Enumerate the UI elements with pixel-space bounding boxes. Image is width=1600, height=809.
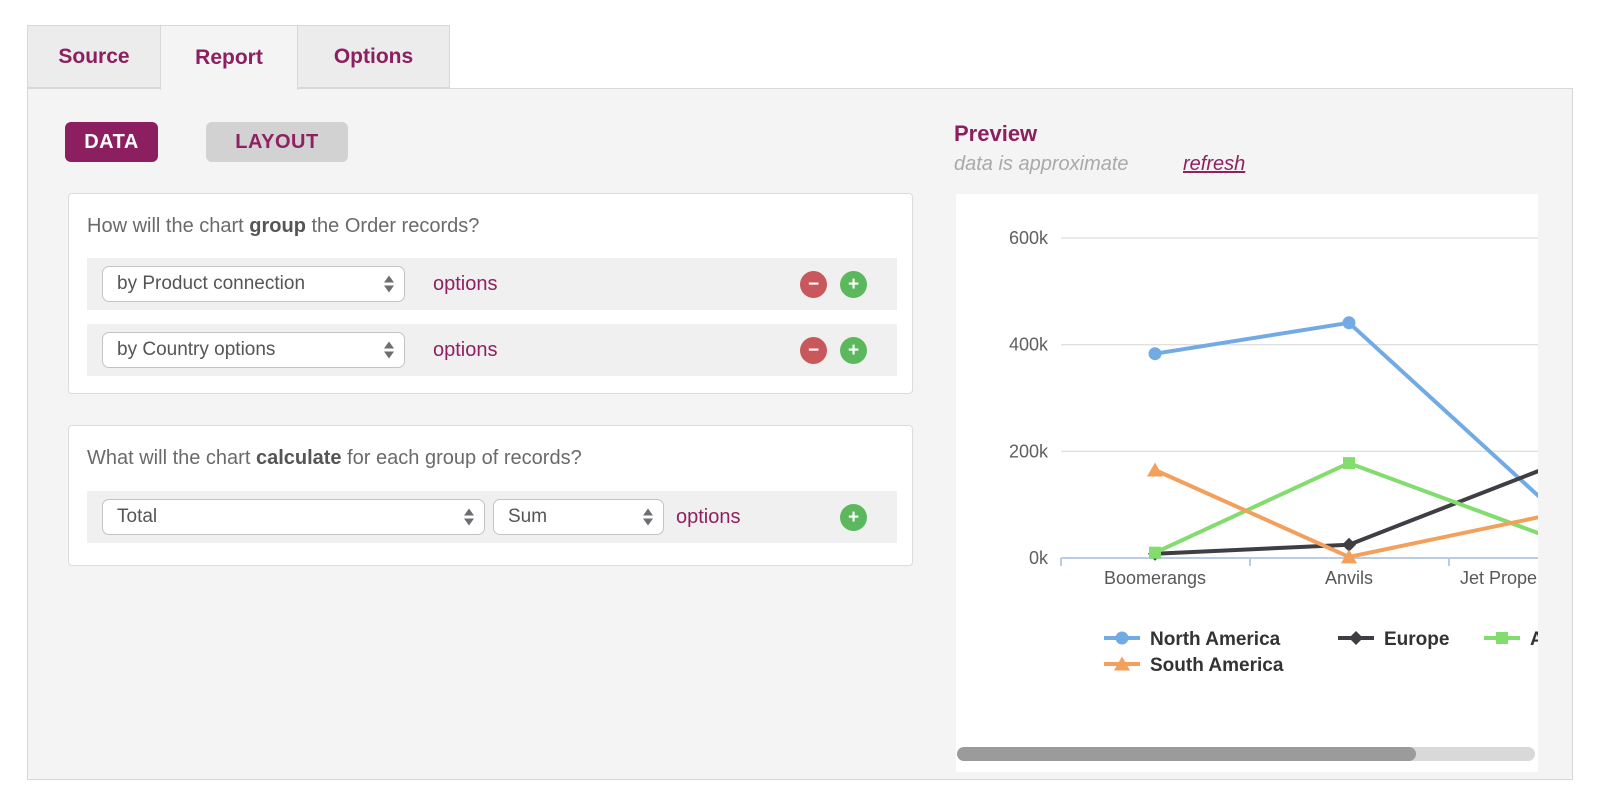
plus-icon: + bbox=[847, 506, 860, 528]
calculate-field-select[interactable]: Total bbox=[102, 499, 485, 535]
line-chart: 0k 200k 400k 600k Boomerangs Anvils Jet Prope N… bbox=[1009, 228, 1538, 676]
select-stepper-icon bbox=[643, 508, 653, 526]
svg-text:400k: 400k bbox=[1009, 335, 1049, 355]
calculate-section-card: What will the chart calculate for each g… bbox=[68, 425, 913, 566]
select-stepper-icon bbox=[384, 341, 394, 359]
group-by-select[interactable]: by Country options bbox=[102, 332, 405, 368]
svg-text:Jet Prope: Jet Prope bbox=[1460, 568, 1537, 588]
calculate-question: What will the chart calculate for each g… bbox=[87, 447, 582, 469]
group-section-card: How will the chart group the Order recor… bbox=[68, 193, 913, 394]
minus-icon: − bbox=[807, 339, 820, 361]
group-options-link[interactable]: options bbox=[433, 272, 498, 295]
remove-group-button[interactable]: − bbox=[800, 336, 827, 364]
svg-text:North America: North America bbox=[1150, 629, 1281, 650]
minus-icon: − bbox=[807, 273, 820, 295]
svg-text:Boomerangs: Boomerangs bbox=[1104, 568, 1206, 588]
add-calculation-button[interactable]: + bbox=[840, 503, 867, 531]
group-options-link[interactable]: options bbox=[433, 338, 498, 361]
svg-text:Asia: Asia bbox=[1530, 629, 1538, 650]
chart-horizontal-scrollbar[interactable] bbox=[957, 747, 1535, 761]
svg-text:0k: 0k bbox=[1029, 548, 1049, 568]
data-toggle-button[interactable]: DATA bbox=[65, 122, 158, 162]
select-stepper-icon bbox=[384, 275, 394, 293]
svg-text:200k: 200k bbox=[1009, 441, 1049, 461]
add-group-button[interactable]: + bbox=[840, 270, 867, 298]
refresh-link[interactable]: refresh bbox=[1183, 153, 1246, 175]
scrollbar-thumb[interactable] bbox=[957, 747, 1416, 761]
calculate-row: Total Sum options + bbox=[87, 491, 897, 543]
tab-options[interactable]: Options bbox=[297, 25, 450, 88]
tab-source[interactable]: Source bbox=[27, 25, 161, 88]
chart-preview-panel: 0k 200k 400k 600k Boomerangs Anvils Jet Prope N… bbox=[956, 194, 1538, 772]
preview-subtitle: data is approximate bbox=[954, 153, 1129, 175]
group-row: by Product connection options − + bbox=[87, 258, 897, 310]
add-group-button[interactable]: + bbox=[840, 336, 867, 364]
select-stepper-icon bbox=[464, 508, 474, 526]
layout-toggle-button[interactable]: LAYOUT bbox=[206, 122, 348, 162]
group-by-select[interactable]: by Product connection bbox=[102, 266, 405, 302]
calculate-options-link[interactable]: options bbox=[676, 505, 741, 528]
report-builder-panel: DATA LAYOUT How will the chart group the… bbox=[27, 88, 1573, 780]
plus-icon: + bbox=[847, 273, 860, 295]
plus-icon: + bbox=[847, 339, 860, 361]
svg-text:Anvils: Anvils bbox=[1325, 568, 1373, 588]
group-row: by Country options options − + bbox=[87, 324, 897, 376]
remove-group-button[interactable]: − bbox=[800, 270, 827, 298]
svg-text:600k: 600k bbox=[1009, 228, 1049, 248]
group-question: How will the chart group the Order recor… bbox=[87, 215, 480, 237]
svg-text:South America: South America bbox=[1150, 655, 1284, 676]
calculate-aggregate-select[interactable]: Sum bbox=[493, 499, 664, 535]
tab-report[interactable]: Report bbox=[160, 25, 298, 90]
preview-title: Preview bbox=[954, 121, 1038, 146]
svg-text:Europe: Europe bbox=[1384, 629, 1449, 650]
